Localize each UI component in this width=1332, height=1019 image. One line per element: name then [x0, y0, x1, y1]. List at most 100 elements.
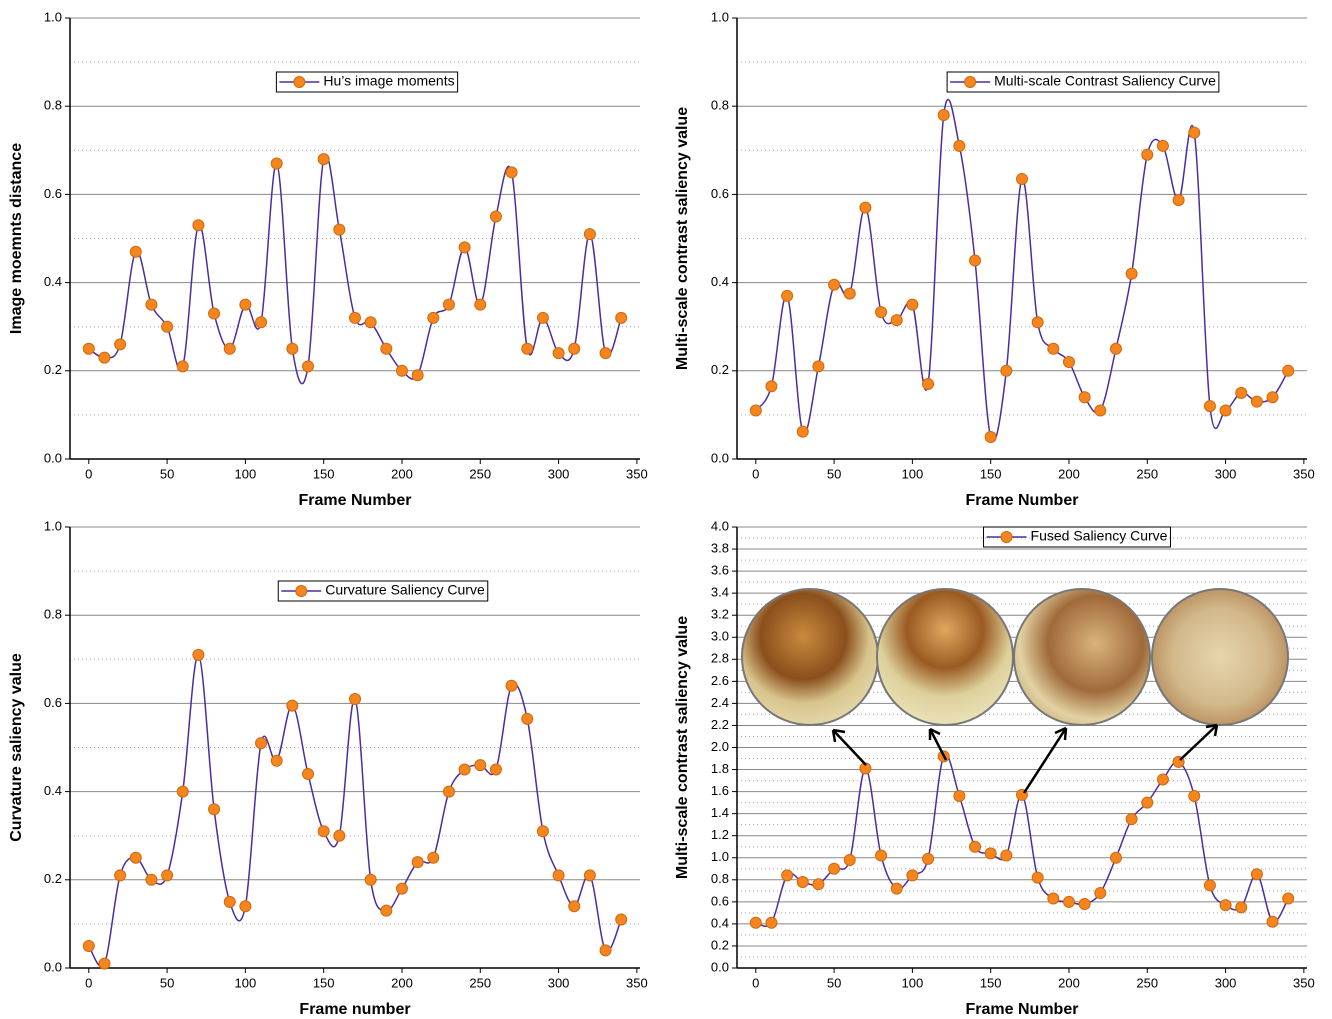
y-tick-label: 0.2 — [711, 937, 729, 952]
data-point — [984, 430, 997, 443]
data-point — [1000, 364, 1013, 377]
data-point — [781, 289, 794, 302]
data-point — [1282, 364, 1295, 377]
x-tick-label: 300 — [1215, 975, 1237, 990]
data-point — [286, 699, 299, 712]
data-point — [568, 342, 581, 355]
legend-box — [946, 71, 1220, 93]
data-point — [828, 862, 841, 875]
data-point — [98, 957, 111, 970]
x-tick-label: 0 — [752, 466, 759, 481]
data-point — [333, 223, 346, 236]
data-point — [176, 785, 189, 798]
legend-marker — [964, 76, 977, 88]
data-point — [1141, 148, 1154, 161]
data-point — [395, 882, 408, 895]
x-tick-label: 100 — [235, 975, 257, 990]
x-tick-label: 350 — [626, 975, 648, 990]
data-point — [1156, 773, 1169, 786]
data-point — [317, 153, 330, 166]
data-point — [208, 307, 221, 320]
data-point — [953, 790, 966, 803]
y-tick-label: 0.6 — [711, 186, 729, 201]
data-point — [796, 876, 809, 889]
x-axis-title: Frame Number — [299, 492, 412, 509]
data-point — [843, 853, 856, 866]
y-axis-title: Multi-scale contrast saliency value — [674, 616, 691, 879]
data-point — [1109, 342, 1122, 355]
data-point — [1250, 868, 1263, 881]
y-tick-label: 0.8 — [44, 98, 62, 113]
y-tick-label: 3.8 — [711, 540, 729, 555]
y-tick-label: 0.8 — [711, 98, 729, 113]
y-tick-label: 0.0 — [711, 959, 729, 974]
y-tick-label: 0.2 — [711, 362, 729, 377]
data-point — [145, 298, 158, 311]
x-axis-title: Frame Number — [966, 492, 1079, 509]
y-tick-label: 0.4 — [44, 274, 62, 289]
series-line — [755, 98, 1289, 443]
y-tick-label: 0.8 — [711, 871, 729, 886]
y-tick-label: 3.6 — [711, 563, 729, 578]
data-point — [1172, 194, 1185, 207]
x-tick-label: 50 — [827, 975, 841, 990]
series-line — [88, 154, 622, 385]
data-point — [969, 840, 982, 853]
frame-image — [1013, 588, 1151, 726]
data-point — [255, 316, 268, 329]
x-axis-title: Frame number — [299, 1001, 410, 1018]
data-point — [505, 679, 518, 692]
x-tick-label: 150 — [313, 466, 335, 481]
data-point — [411, 856, 424, 869]
data-point — [583, 869, 596, 882]
data-point — [489, 763, 502, 776]
x-tick-label: 0 — [85, 466, 92, 481]
x-tick-label: 250 — [469, 466, 491, 481]
frame-image — [1151, 588, 1289, 726]
data-point — [474, 759, 487, 772]
data-point — [615, 913, 628, 926]
data-point — [875, 849, 888, 862]
data-point — [583, 228, 596, 241]
data-point — [984, 847, 997, 860]
data-point — [82, 939, 95, 952]
y-tick-label: 2.6 — [711, 673, 729, 688]
data-point — [812, 878, 825, 891]
x-tick-label: 300 — [548, 975, 570, 990]
legend-box — [277, 580, 489, 602]
data-point — [1141, 796, 1154, 809]
data-point — [552, 347, 565, 360]
frame-image — [741, 588, 879, 726]
x-tick-label: 50 — [160, 975, 174, 990]
data-point — [427, 311, 440, 324]
data-point — [1188, 126, 1201, 139]
data-point — [286, 342, 299, 355]
y-tick-label: 3.0 — [711, 629, 729, 644]
data-point — [843, 287, 856, 300]
data-point — [890, 882, 903, 895]
data-point — [953, 139, 966, 152]
y-axis-title: Multi-scale contrast saliency value — [674, 107, 691, 370]
y-tick-label: 0.0 — [44, 450, 62, 465]
data-point — [333, 829, 346, 842]
y-tick-label: 1.0 — [711, 9, 729, 24]
data-point — [474, 298, 487, 311]
data-point — [1047, 342, 1060, 355]
data-point — [395, 364, 408, 377]
data-point — [1266, 391, 1279, 404]
data-point — [114, 338, 127, 351]
y-tick-label: 4.0 — [711, 518, 729, 533]
x-tick-label: 250 — [1136, 975, 1158, 990]
data-point — [812, 360, 825, 373]
data-point — [859, 201, 872, 214]
x-tick-label: 250 — [469, 975, 491, 990]
data-point — [239, 298, 252, 311]
data-point — [521, 712, 534, 725]
x-tick-label: 350 — [626, 466, 648, 481]
data-point — [364, 316, 377, 329]
data-point — [1031, 316, 1044, 329]
y-tick-label: 3.2 — [711, 607, 729, 622]
data-point — [599, 944, 612, 957]
data-point — [458, 763, 471, 776]
data-point — [1235, 386, 1248, 399]
